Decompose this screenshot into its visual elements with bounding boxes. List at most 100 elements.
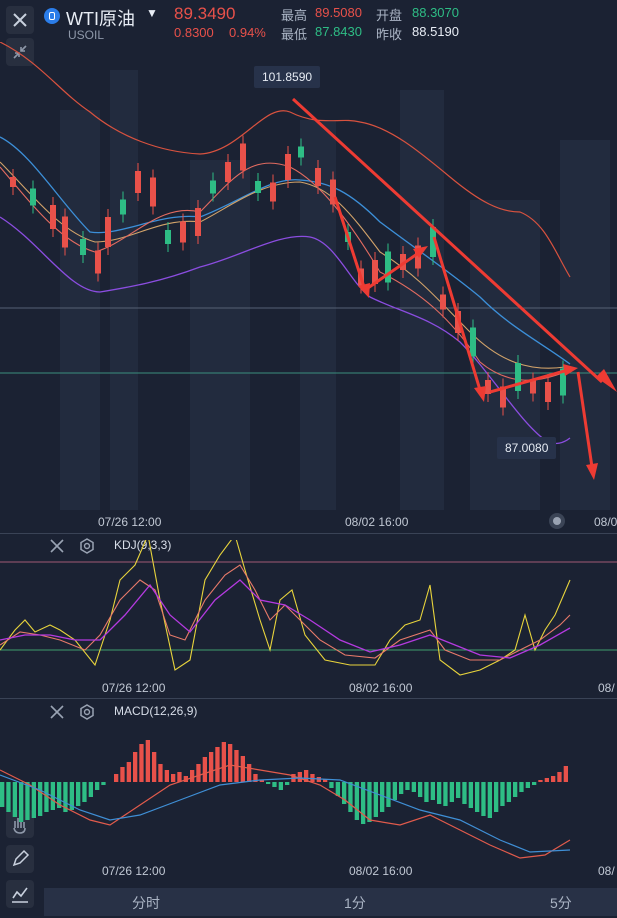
instrument-title[interactable]: WTI原油 [66, 9, 135, 29]
candlestick-chart[interactable] [0, 42, 617, 512]
candle-body [515, 363, 521, 391]
macd-bar [297, 772, 302, 782]
candle-body [330, 179, 336, 205]
macd-bar [158, 764, 163, 782]
macd-bar [399, 782, 404, 794]
macd-bar [209, 752, 214, 782]
trend-arrows [291, 97, 617, 480]
x-axis-label: 08/02 16:00 [349, 681, 413, 695]
low-value: 87.8430 [315, 24, 362, 39]
macd-bar [228, 744, 233, 782]
macd-bar [285, 782, 290, 785]
tab-5min[interactable]: 5分 [550, 895, 572, 911]
macd-bar [487, 782, 492, 818]
macd-dea-line [0, 774, 571, 853]
tab-intraday[interactable]: 分时 [132, 895, 160, 911]
scroll-to-latest-button[interactable] [549, 513, 565, 529]
kdj-j-line [0, 540, 571, 676]
candle-body [225, 162, 231, 182]
macd-bar [114, 774, 119, 782]
tab-1min[interactable]: 1分 [344, 895, 366, 911]
macd-indicator-label: MACD(12,26,9) [114, 704, 198, 718]
macd-close-button[interactable] [48, 703, 66, 726]
macd-bar [240, 756, 245, 782]
price-change: 0.8300 [174, 25, 214, 40]
open-value: 88.3070 [412, 5, 459, 20]
macd-bar [139, 744, 144, 782]
macd-bar [171, 774, 176, 782]
kdj-chart[interactable] [0, 540, 617, 685]
macd-bar [456, 782, 461, 798]
macd-bar [38, 782, 43, 816]
macd-bar [133, 752, 138, 782]
macd-bar [329, 782, 334, 788]
macd-bar [25, 782, 30, 820]
macd-bar [177, 772, 182, 782]
candle-body [385, 251, 391, 283]
macd-bar [95, 782, 100, 790]
macd-bar [31, 782, 36, 818]
macd-bar [551, 776, 556, 782]
macd-bar [190, 770, 195, 782]
prev-close-value: 88.5190 [412, 24, 459, 39]
macd-bar [57, 782, 62, 808]
macd-dif-line [0, 764, 571, 859]
macd-bar [196, 764, 201, 782]
macd-bar [424, 782, 429, 802]
macd-bar [443, 782, 448, 806]
candle-body [10, 177, 16, 187]
macd-bar [44, 782, 49, 812]
ma-blue-line [0, 136, 571, 365]
candle-body [105, 217, 111, 247]
candle-body [545, 382, 551, 402]
macd-bar [411, 782, 416, 792]
macd-bar [278, 782, 283, 790]
kdj-settings-button[interactable] [78, 537, 96, 560]
draw-tool-button[interactable] [6, 845, 34, 873]
close-button[interactable] [6, 6, 34, 34]
low-label: 最低 [281, 27, 308, 42]
bollinger-lower-line [0, 216, 571, 445]
macd-bar [304, 770, 309, 782]
candle-body [30, 188, 36, 206]
macd-bar [506, 782, 511, 802]
candle-body [80, 239, 86, 255]
close-icon [13, 13, 27, 27]
open-label: 开盘 [376, 8, 403, 23]
macd-bar [475, 782, 480, 812]
indicator-tool-button[interactable] [6, 880, 34, 908]
candle-body [180, 221, 186, 243]
macd-bar [120, 767, 125, 782]
macd-bar [563, 766, 568, 782]
macd-bar [342, 782, 347, 804]
macd-bar [88, 782, 93, 797]
macd-bar [500, 782, 505, 806]
macd-chart[interactable] [0, 700, 617, 868]
panel-divider [0, 533, 617, 534]
macd-bar [12, 782, 17, 817]
macd-bar [266, 782, 271, 784]
candle-body [372, 260, 378, 284]
candle-body [415, 245, 421, 269]
macd-bar [215, 747, 220, 782]
macd-bar [76, 782, 81, 806]
panel-divider [0, 698, 617, 699]
pencil-icon [12, 849, 30, 867]
x-axis-label: 08/02 16:00 [349, 864, 413, 878]
candle-body [500, 386, 506, 408]
x-axis-label: 07/26 12:00 [102, 864, 166, 878]
macd-bar [538, 780, 543, 782]
macd-settings-button[interactable] [78, 703, 96, 726]
collapse-button[interactable] [6, 38, 34, 66]
chevron-down-icon[interactable]: ▼ [146, 6, 158, 20]
macd-bar [392, 782, 397, 800]
macd-bar [367, 782, 372, 822]
candle-body [470, 327, 476, 357]
macd-bar [361, 782, 366, 824]
kdj-close-button[interactable] [48, 537, 66, 560]
candle-body [165, 230, 171, 244]
macd-bar [462, 782, 467, 804]
candle-body [285, 154, 291, 180]
candle-body [120, 199, 126, 215]
macd-bar [348, 782, 353, 812]
